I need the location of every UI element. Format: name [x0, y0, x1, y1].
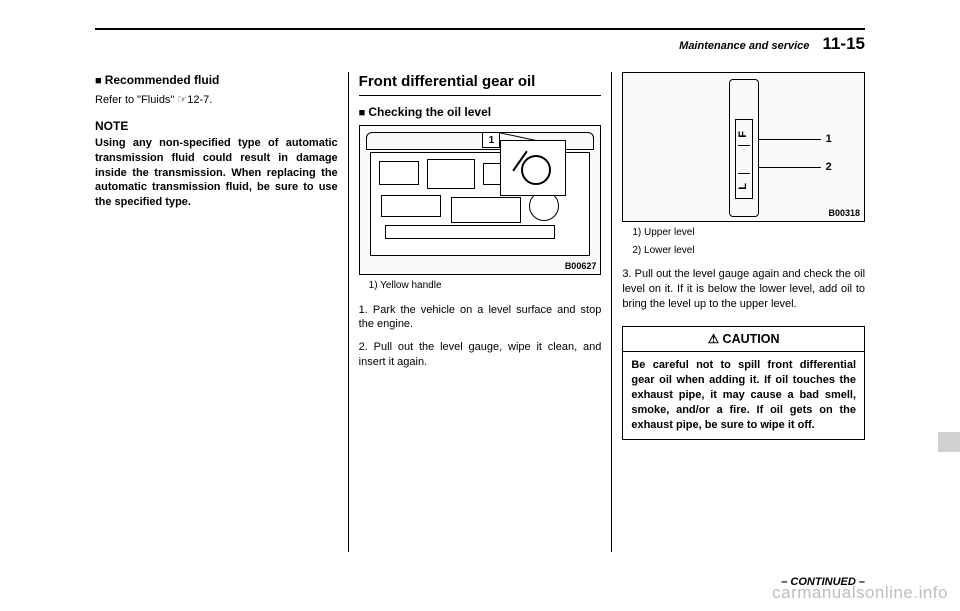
- column-2: Front differential gear oil Checking the…: [349, 72, 612, 552]
- engine-bay-figure: 1 B00627: [359, 125, 602, 275]
- figure-code-2: B00318: [828, 207, 860, 219]
- dipstick-label-1: 1: [826, 132, 832, 147]
- callout-number-1: 1: [482, 132, 500, 148]
- dipstick-figure: F L 1 2 B00318: [622, 72, 865, 222]
- section-title: Front differential gear oil: [359, 72, 602, 96]
- note-label: NOTE: [95, 118, 338, 134]
- figure-caption-2b: 2) Lower level: [632, 244, 865, 258]
- note-body: Using any non-specified type of automati…: [95, 136, 338, 210]
- page-number: 11-15: [822, 34, 865, 53]
- figure-caption-2a: 1) Upper level: [632, 226, 865, 240]
- figure-caption-1: 1) Yellow handle: [369, 279, 602, 293]
- step-1: 1. Park the vehicle on a level surface a…: [359, 303, 602, 333]
- caution-box: CAUTION Be careful not to spill front di…: [622, 326, 865, 440]
- figure-code-1: B00627: [565, 260, 597, 272]
- manual-page: Maintenance and service 11-15 Recommende…: [95, 28, 865, 588]
- top-rule: [95, 28, 865, 30]
- step-2: 2. Pull out the level gauge, wipe it cle…: [359, 340, 602, 370]
- recommended-fluid-heading: Recommended fluid: [95, 72, 338, 89]
- step-3: 3. Pull out the level gauge again and ch…: [622, 267, 865, 312]
- refer-text: Refer to "Fluids" ☞12-7.: [95, 93, 338, 108]
- column-3: F L 1 2 B00318 1) Upper level 2) Lower l…: [612, 72, 865, 552]
- caution-body: Be careful not to spill front differenti…: [623, 352, 864, 438]
- content-columns: Recommended fluid Refer to "Fluids" ☞12-…: [95, 72, 865, 552]
- caution-label: CAUTION: [623, 327, 864, 353]
- column-1: Recommended fluid Refer to "Fluids" ☞12-…: [95, 72, 348, 552]
- side-tab: [938, 432, 960, 452]
- checking-oil-heading: Checking the oil level: [359, 104, 602, 121]
- section-name: Maintenance and service: [679, 40, 809, 52]
- watermark: carmanualsonline.info: [772, 583, 948, 603]
- dipstick-label-2: 2: [826, 160, 832, 175]
- callout-detail: [500, 140, 566, 196]
- page-header: Maintenance and service 11-15: [679, 34, 865, 54]
